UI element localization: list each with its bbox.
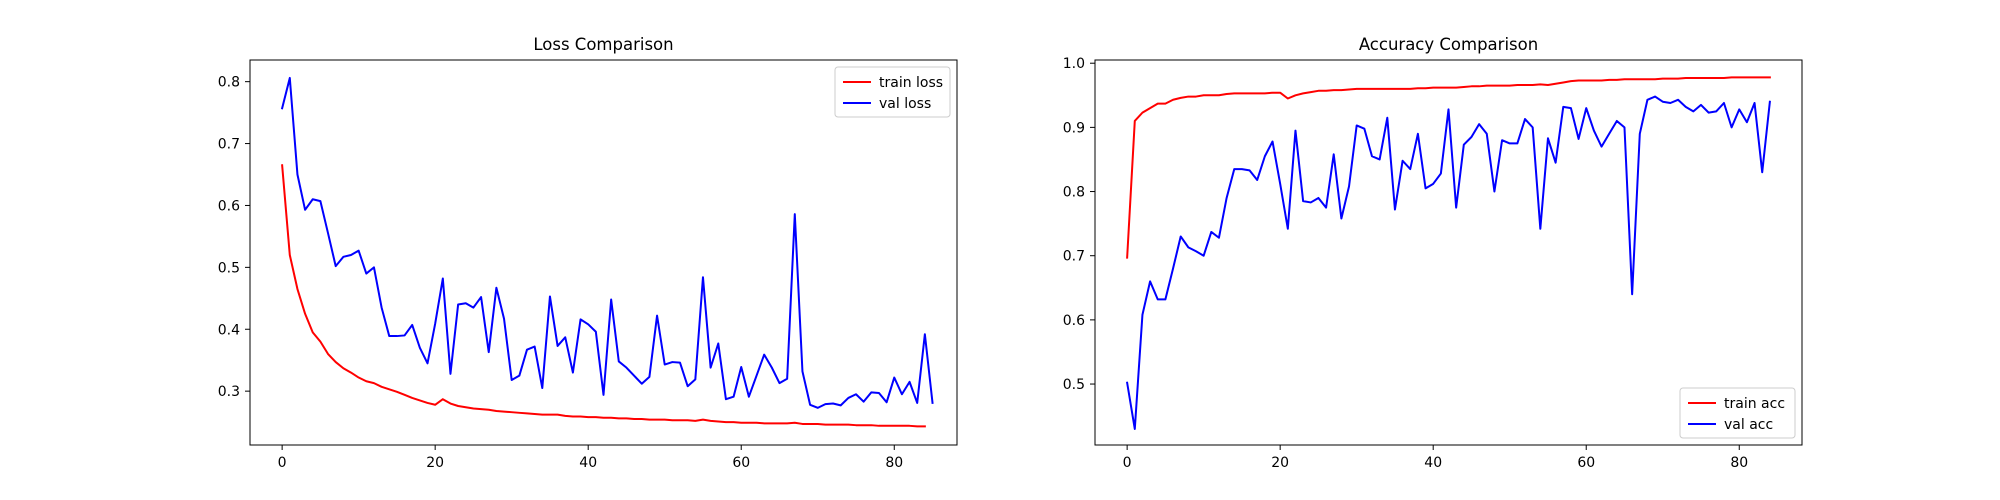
axes-frame <box>1094 59 1803 446</box>
legend-label: val acc <box>1724 417 1773 433</box>
y-tick-label: 0.4 <box>218 322 240 338</box>
x-tick-label: 40 <box>579 455 597 471</box>
series-line-val-loss <box>280 76 934 409</box>
y-tick-label: 0.8 <box>218 75 240 91</box>
loss-chart: 0 20 40 60 80 0.3 0.4 0.5 0.6 0.7 0.8 Loss Comparis… <box>218 35 958 471</box>
x-tick-label: 20 <box>426 455 444 471</box>
x-tick-label: 80 <box>885 455 903 471</box>
legend-box <box>1679 387 1796 439</box>
series-line-train-loss <box>281 164 926 428</box>
x-tick-label: 60 <box>1577 455 1595 471</box>
chart-title: Loss Comparison <box>533 35 673 54</box>
x-tick-label: 0 <box>278 455 287 471</box>
series-line-val-acc <box>1125 95 1771 430</box>
y-tick-label: 0.8 <box>1063 185 1085 201</box>
chart-title: Accuracy Comparison <box>1359 35 1538 54</box>
y-tick-label: 0.5 <box>1063 377 1085 393</box>
y-tick-label: 0.6 <box>1063 313 1085 329</box>
y-tick-label: 1.0 <box>1063 56 1085 72</box>
y-tick-label: 0.7 <box>1063 249 1085 265</box>
series-line-train-acc <box>1126 76 1771 259</box>
legend-box <box>834 66 951 118</box>
legend: train loss val loss <box>834 66 951 118</box>
x-tick-label: 60 <box>732 455 750 471</box>
legend-label: val loss <box>879 96 931 112</box>
y-tick-label: 0.7 <box>218 137 240 153</box>
axes-frame <box>249 59 958 446</box>
y-tick-label: 0.3 <box>218 384 240 400</box>
legend-label: train loss <box>879 75 943 91</box>
x-tick-label: 0 <box>1123 455 1132 471</box>
x-tick-label: 80 <box>1730 455 1748 471</box>
legend-label: train acc <box>1724 396 1785 412</box>
legend: train acc val acc <box>1679 387 1796 439</box>
y-tick-label: 0.5 <box>218 260 240 276</box>
x-tick-label: 40 <box>1424 455 1442 471</box>
y-tick-label: 0.9 <box>1063 120 1085 136</box>
accuracy-chart: 0 20 40 60 80 0.5 0.6 0.7 0.8 0.9 1.0 Accuracy Comp… <box>1063 35 1803 471</box>
x-tick-label: 20 <box>1271 455 1289 471</box>
y-tick-label: 0.6 <box>218 198 240 214</box>
